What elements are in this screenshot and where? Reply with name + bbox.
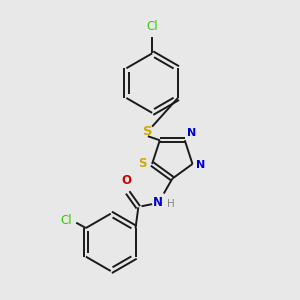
Text: H: H	[167, 199, 175, 209]
Text: O: O	[122, 174, 132, 187]
Text: S: S	[143, 125, 153, 139]
Text: Cl: Cl	[146, 20, 158, 33]
Text: Cl: Cl	[60, 214, 72, 227]
Text: N: N	[187, 128, 196, 138]
Text: S: S	[138, 158, 147, 170]
Text: N: N	[152, 196, 162, 208]
Text: N: N	[196, 160, 205, 170]
